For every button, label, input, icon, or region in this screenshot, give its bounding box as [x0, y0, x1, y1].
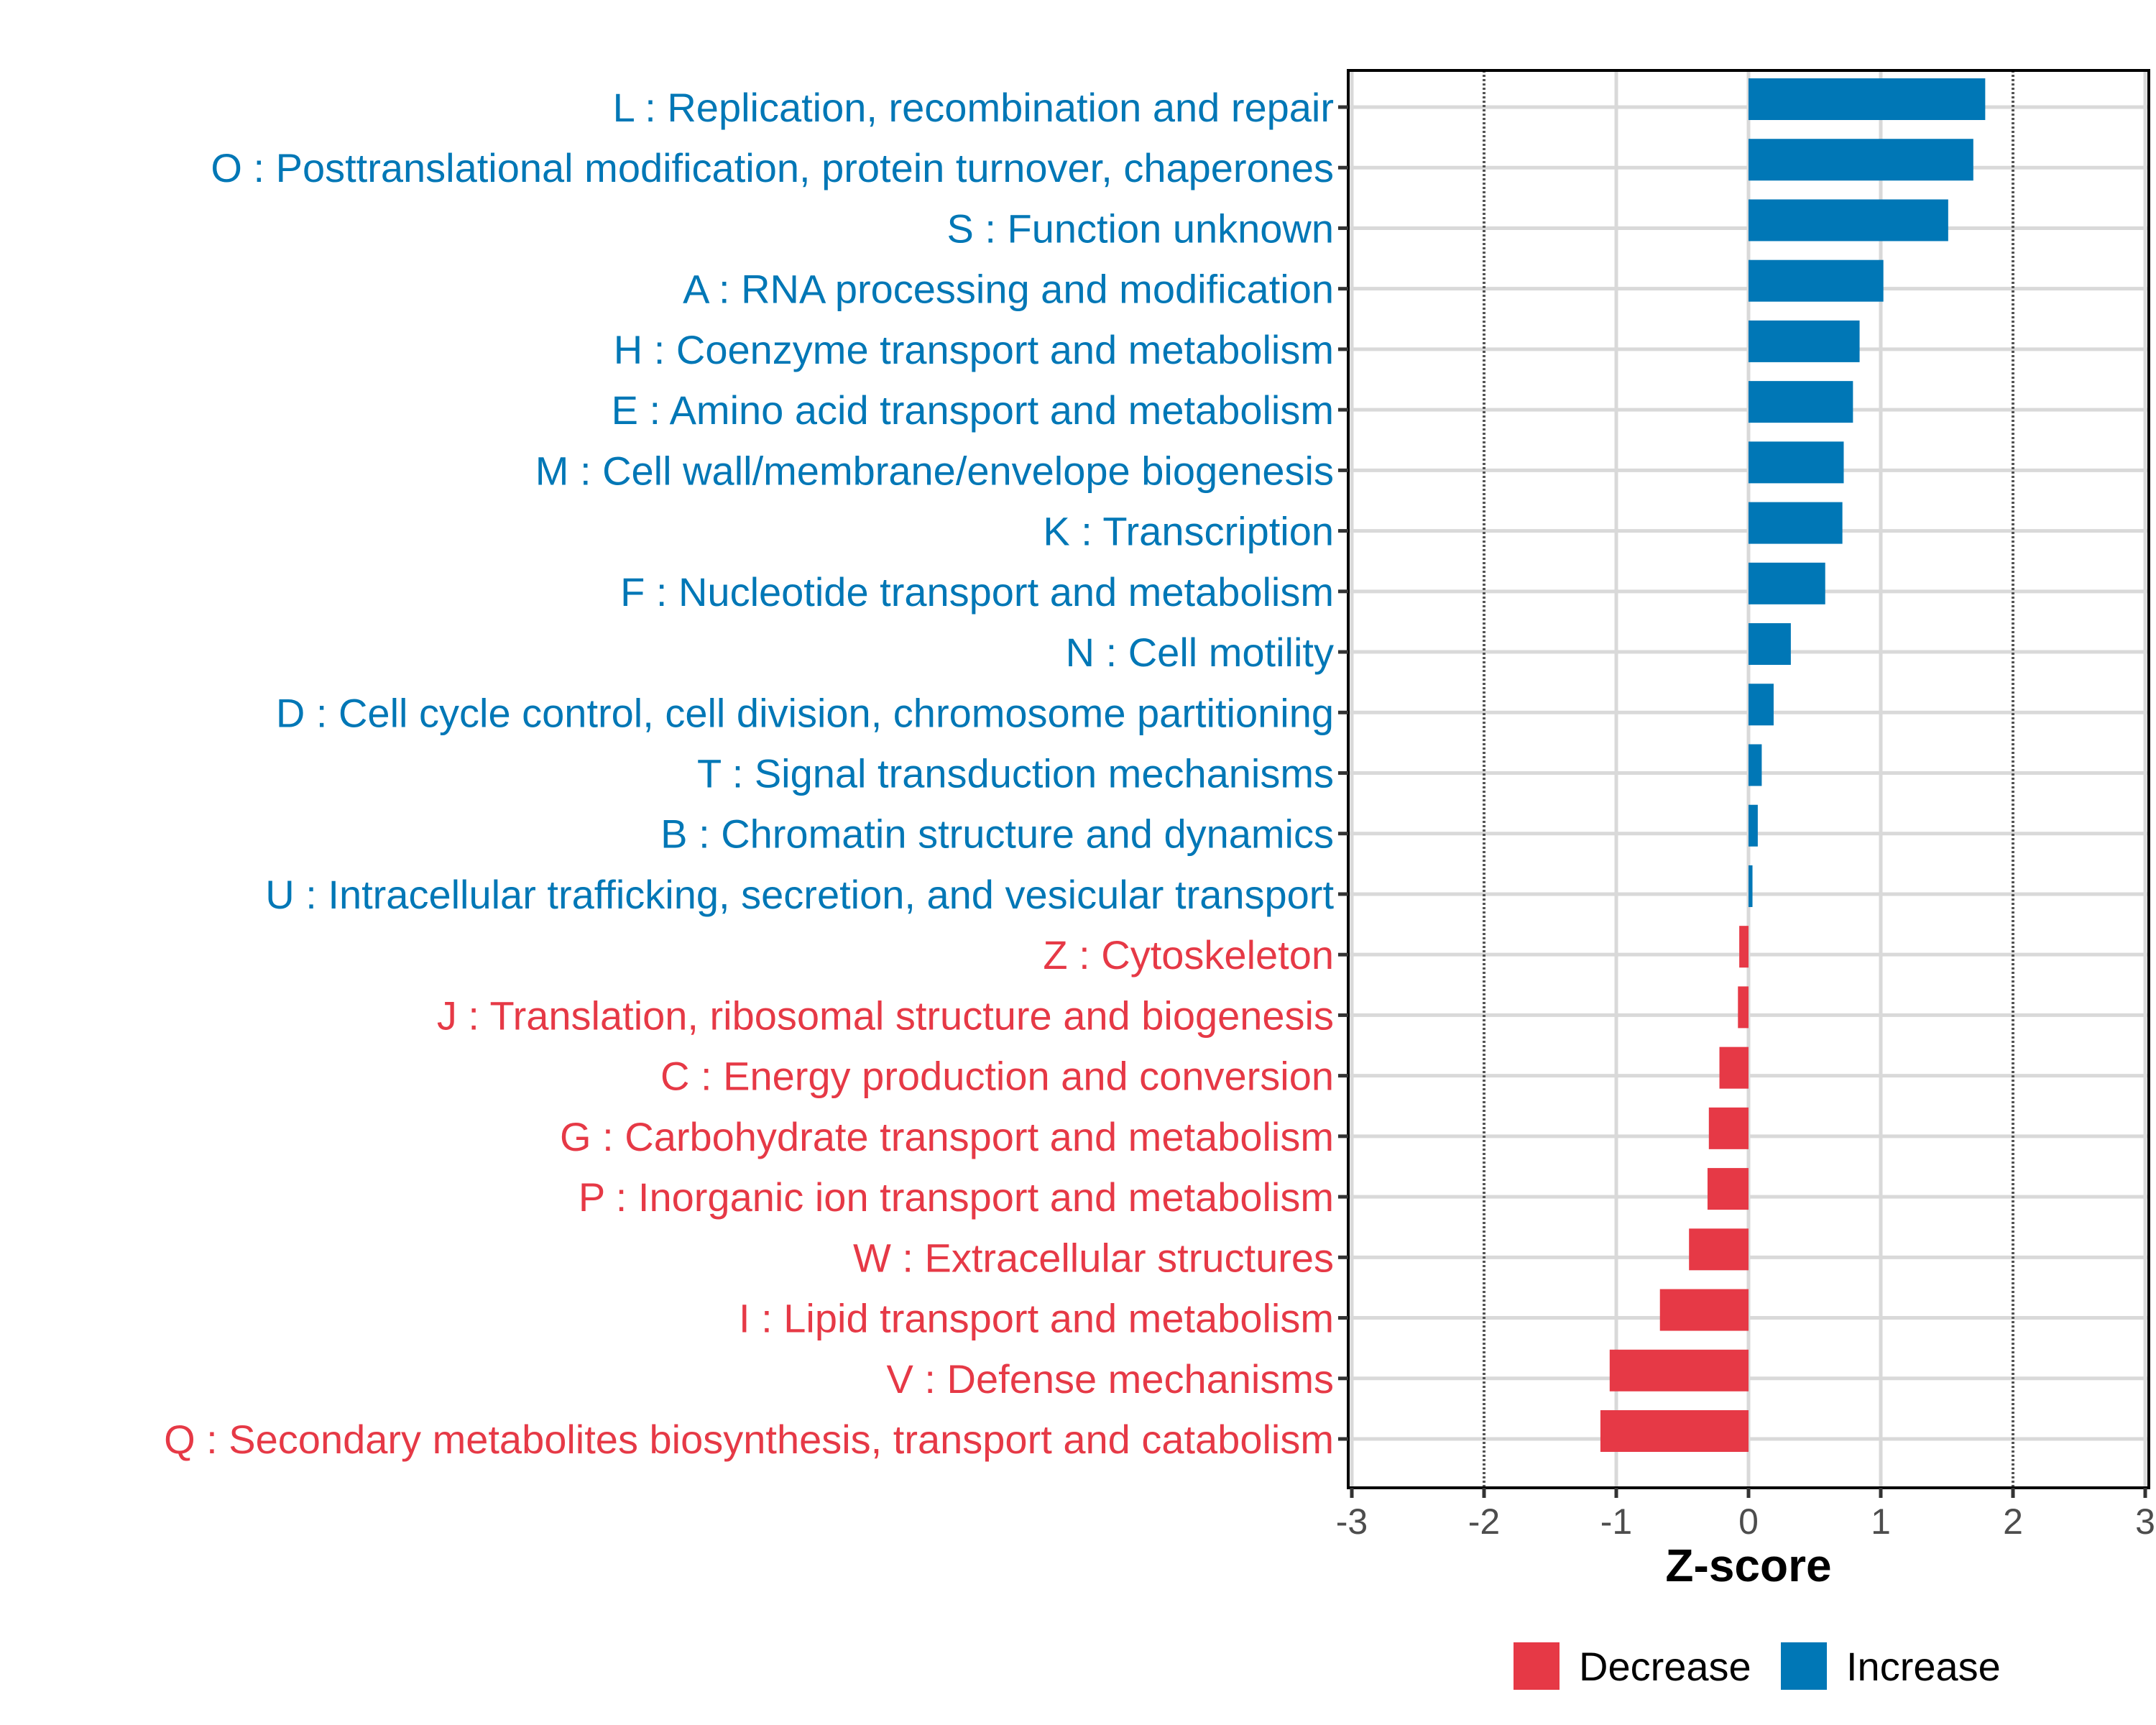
- y-tick-label: Q : Secondary metabolites biosynthesis, …: [164, 1417, 1334, 1462]
- x-tick-label: -3: [1336, 1501, 1368, 1542]
- y-tick-label: H : Coenzyme transport and metabolism: [614, 327, 1334, 372]
- y-tick-label: M : Cell wall/membrane/envelope biogenes…: [535, 448, 1334, 493]
- y-tick-label: E : Amino acid transport and metabolism: [612, 387, 1334, 433]
- bar: [1738, 986, 1749, 1029]
- bar: [1689, 1228, 1749, 1271]
- bar: [1749, 623, 1791, 666]
- y-tick-label: L : Replication, recombination and repai…: [613, 85, 1334, 130]
- y-tick-label: G : Carbohydrate transport and metabolis…: [560, 1114, 1334, 1159]
- bar: [1749, 441, 1844, 484]
- y-tick-label: T : Signal transduction mechanisms: [697, 751, 1334, 796]
- y-tick-label: N : Cell motility: [1066, 630, 1334, 675]
- bar: [1600, 1410, 1749, 1452]
- x-axis-title: Z-score: [1665, 1540, 1831, 1591]
- bar: [1749, 865, 1753, 907]
- bar: [1749, 259, 1884, 302]
- bar: [1708, 1107, 1749, 1149]
- bar: [1749, 381, 1853, 423]
- y-tick-label: J : Translation, ribosomal structure and…: [437, 993, 1334, 1038]
- x-axis: -3 -2 -1 0 1 2 3: [1336, 1488, 2155, 1542]
- y-tick-label: C : Energy production and conversion: [660, 1054, 1334, 1099]
- x-tick-label: -1: [1600, 1501, 1632, 1542]
- y-tick-label: F : Nucleotide transport and metabolism: [620, 569, 1334, 615]
- bar: [1749, 320, 1860, 362]
- y-tick-label: I : Lipid transport and metabolism: [739, 1296, 1334, 1341]
- y-tick-label: P : Inorganic ion transport and metaboli…: [579, 1174, 1334, 1220]
- bar: [1749, 78, 1986, 120]
- bar: [1749, 684, 1774, 726]
- bars: [1600, 78, 1986, 1452]
- y-tick-label: W : Extracellular structures: [853, 1235, 1334, 1280]
- y-tick-label: V : Defense mechanisms: [887, 1356, 1334, 1402]
- x-tick-label: -2: [1468, 1501, 1500, 1542]
- legend-label-decrease: Decrease: [1579, 1644, 1751, 1689]
- x-tick-label: 3: [2135, 1501, 2155, 1542]
- x-tick-label: 2: [2003, 1501, 2023, 1542]
- y-tick-label: Z : Cytoskeleton: [1043, 932, 1334, 978]
- y-tick-label: U : Intracellular trafficking, secretion…: [265, 872, 1334, 917]
- x-tick-label: 1: [1871, 1501, 1891, 1542]
- bar: [1749, 502, 1843, 544]
- reference-lines: [1483, 70, 2014, 1488]
- y-tick-label: A : RNA processing and modification: [683, 267, 1334, 312]
- legend: Decrease Increase: [1514, 1642, 2001, 1690]
- bar: [1739, 926, 1749, 968]
- legend-label-increase: Increase: [1846, 1644, 2001, 1689]
- bar: [1749, 744, 1762, 786]
- bar: [1659, 1289, 1749, 1331]
- bar: [1749, 562, 1825, 604]
- legend-swatch-increase: [1781, 1642, 1827, 1690]
- bar: [1707, 1168, 1749, 1210]
- bar: [1749, 139, 1973, 181]
- y-tick-label: O : Posttranslational modification, prot…: [211, 145, 1334, 190]
- bar: [1609, 1349, 1749, 1392]
- y-tick-label: B : Chromatin structure and dynamics: [660, 811, 1334, 857]
- bar: [1719, 1046, 1749, 1089]
- y-axis: L : Replication, recombination and repai…: [164, 85, 1348, 1462]
- bar: [1749, 199, 1948, 242]
- legend-swatch-decrease: [1514, 1642, 1560, 1690]
- bar: [1749, 804, 1758, 847]
- y-tick-label: K : Transcription: [1043, 509, 1334, 554]
- y-tick-label: S : Function unknown: [946, 206, 1334, 251]
- x-tick-label: 0: [1738, 1501, 1759, 1542]
- y-tick-label: D : Cell cycle control, cell division, c…: [276, 690, 1334, 735]
